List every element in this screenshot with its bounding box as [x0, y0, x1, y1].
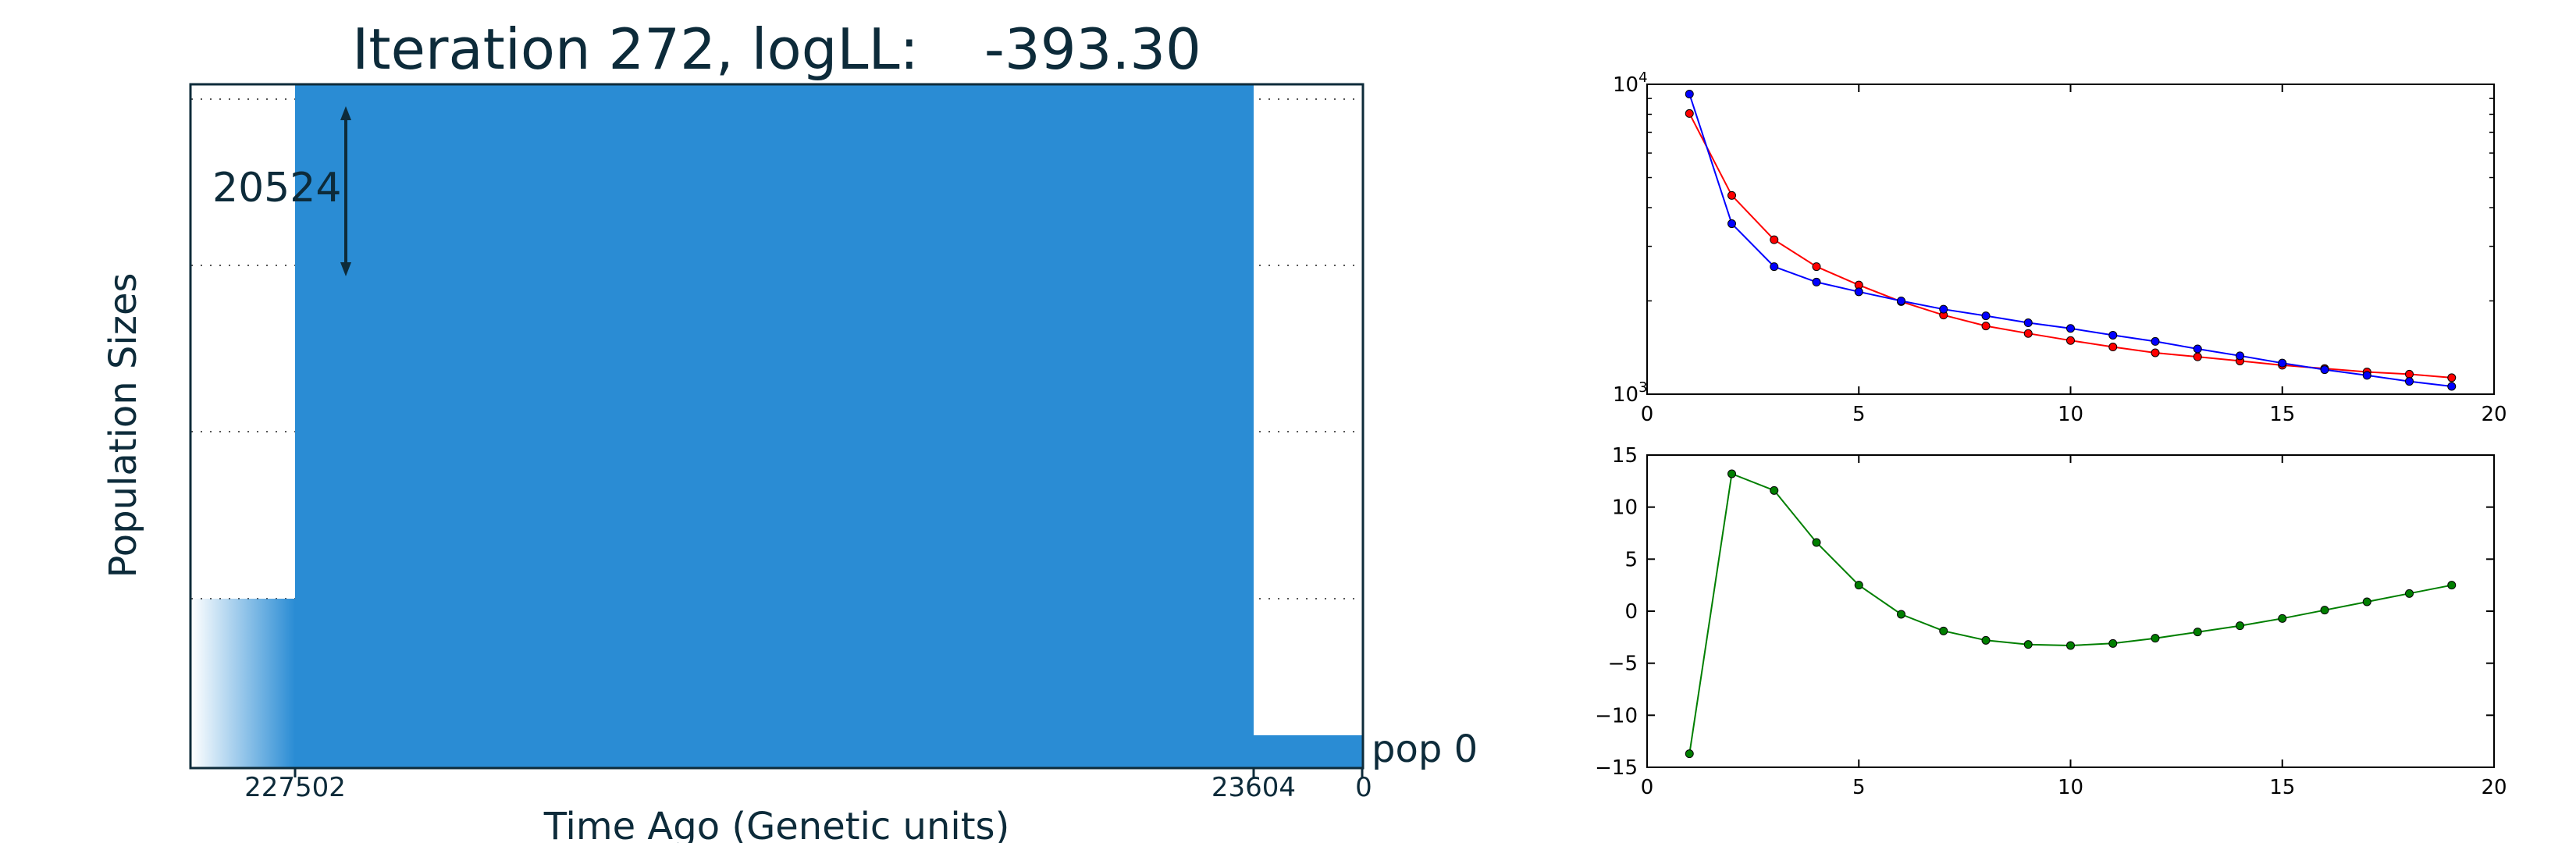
- data-point: [1812, 277, 1821, 286]
- main-population-block: [295, 84, 1254, 767]
- y-tick-label: 0: [1624, 600, 1638, 624]
- data-point: [2405, 377, 2414, 386]
- data-point: [1770, 262, 1779, 272]
- data-point: [2151, 634, 2160, 643]
- demography-frame: [189, 83, 1364, 770]
- data-point: [2066, 336, 2075, 345]
- x-axis-label: Time Ago (Genetic units): [543, 805, 1010, 843]
- x-tick-label: 20: [2481, 776, 2507, 799]
- y-axis-label: Population Sizes: [101, 273, 145, 578]
- time-ticks: [294, 768, 1364, 777]
- time-tick-label: 227502: [244, 772, 346, 803]
- data-point: [1770, 486, 1779, 495]
- y-tick-label: 15: [1612, 444, 1638, 468]
- data-point: [2151, 348, 2160, 357]
- data-point: [2193, 628, 2202, 637]
- y-tick-base: 10: [1613, 383, 1638, 407]
- data-point: [2066, 641, 2075, 650]
- recent-population-block: [1254, 735, 1362, 767]
- data-point: [2108, 638, 2118, 648]
- plot-frame: [1646, 454, 2495, 768]
- scale-arrow-down: [340, 262, 351, 276]
- data-point: [1812, 262, 1821, 272]
- data-point: [2447, 581, 2457, 590]
- data-point: [1812, 538, 1821, 547]
- time-tick-label: 23604: [1212, 772, 1296, 803]
- data-point: [2405, 369, 2414, 379]
- x-tick-label: 15: [2269, 403, 2295, 426]
- y-tick-base: 10: [1613, 73, 1638, 97]
- data-point: [2023, 329, 2033, 338]
- x-tick-label: 20: [2481, 403, 2507, 426]
- data-point: [2405, 589, 2414, 598]
- chart-title: Iteration 272, logLL: -393.30: [352, 16, 1201, 82]
- y-tick-label: −10: [1595, 704, 1638, 727]
- data-point: [2236, 351, 2244, 361]
- data-point: [2066, 324, 2075, 333]
- y-tick-label: 104: [1613, 69, 1648, 97]
- data-point: [1897, 610, 1905, 619]
- data-point: [1897, 296, 1905, 305]
- population-label: pop 0: [1372, 727, 1478, 771]
- data-point: [1727, 190, 1736, 200]
- data-point: [2193, 344, 2202, 354]
- data-point: [2362, 597, 2371, 606]
- data-point: [1727, 219, 1736, 229]
- data-point: [2320, 365, 2329, 375]
- data-point: [1981, 322, 1991, 331]
- y-tick-label: −15: [1595, 756, 1638, 780]
- data-point: [1981, 311, 1991, 321]
- time-tick-label: 0: [1355, 772, 1372, 803]
- ancient-fade-block: [191, 599, 295, 767]
- scale-arrow-up: [340, 106, 351, 120]
- x-tick-label: 5: [1852, 403, 1866, 426]
- x-tick-label: 0: [1641, 403, 1654, 426]
- x-tick-label: 5: [1852, 776, 1866, 799]
- y-tick-exponent: 4: [1638, 69, 1647, 86]
- data-point: [2108, 343, 2118, 352]
- y-tick-label: 5: [1624, 548, 1638, 571]
- data-point: [2278, 614, 2287, 623]
- data-point: [1939, 626, 1948, 635]
- data-point: [2362, 371, 2371, 380]
- data-point: [1939, 304, 1948, 314]
- data-point: [2236, 621, 2244, 631]
- data-point: [1981, 635, 1991, 645]
- series-line: [1688, 472, 2452, 754]
- x-tick-label: 0: [1641, 776, 1654, 799]
- data-point: [1770, 235, 1779, 244]
- data-point: [2108, 330, 2118, 340]
- data-point: [2151, 336, 2160, 346]
- data-point: [1727, 469, 1736, 478]
- log-likelihood-value: -393.30: [984, 16, 1201, 82]
- data-point: [2447, 382, 2457, 391]
- data-point: [2193, 352, 2202, 361]
- y-tick-label: 10: [1612, 496, 1638, 520]
- x-tick-label: 15: [2269, 776, 2295, 799]
- data-point: [1854, 581, 1863, 590]
- title-prefix: Iteration 272, logLL:: [352, 16, 919, 82]
- data-point: [2447, 373, 2457, 382]
- scale-bar: [340, 106, 351, 276]
- data-point: [1685, 749, 1694, 759]
- y-tick-label: −5: [1608, 653, 1638, 676]
- data-point: [2023, 640, 2033, 649]
- data-point: [1685, 90, 1694, 99]
- data-point: [1854, 287, 1863, 297]
- data-point: [2278, 358, 2287, 368]
- bottom-linear-chart: 0 5 10 15 20 15 10 5 0 −5 −10 −15: [1595, 444, 2507, 799]
- data-point: [1685, 108, 1694, 118]
- y-tick-exponent: 3: [1638, 379, 1647, 396]
- data-point: [2320, 606, 2329, 615]
- y-tick-label: 103: [1613, 379, 1648, 407]
- x-tick-label: 10: [2058, 776, 2083, 799]
- scale-bar-label: 20524: [212, 165, 341, 212]
- x-tick-label: 10: [2058, 403, 2083, 426]
- data-point: [2023, 318, 2033, 328]
- demography-panel: Iteration 272, logLL: -393.30 20524 pop 0…: [101, 16, 1478, 843]
